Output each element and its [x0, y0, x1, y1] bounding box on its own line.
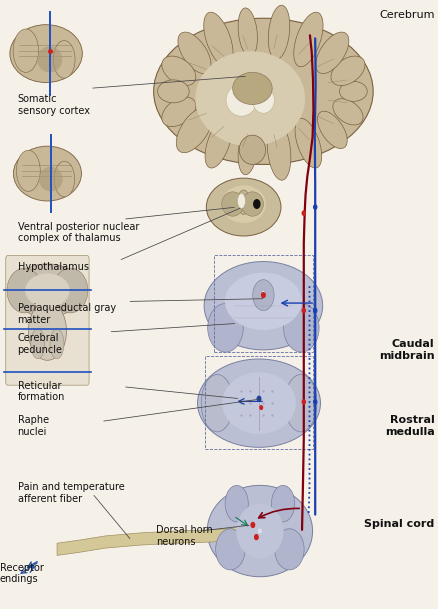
Text: Periaqueductal gray
matter: Periaqueductal gray matter	[18, 303, 116, 325]
Ellipse shape	[13, 146, 81, 201]
Ellipse shape	[222, 372, 295, 434]
Ellipse shape	[7, 268, 42, 313]
Ellipse shape	[39, 167, 63, 191]
Ellipse shape	[239, 135, 265, 164]
Ellipse shape	[157, 80, 189, 103]
Bar	[213, 255, 312, 351]
Ellipse shape	[301, 309, 305, 313]
Text: Spinal cord: Spinal cord	[364, 519, 434, 529]
Ellipse shape	[259, 406, 262, 409]
Ellipse shape	[241, 192, 263, 216]
Ellipse shape	[237, 126, 257, 175]
Ellipse shape	[261, 293, 265, 298]
Ellipse shape	[224, 273, 301, 330]
Ellipse shape	[205, 119, 231, 168]
Ellipse shape	[16, 150, 40, 191]
Ellipse shape	[313, 400, 316, 404]
Ellipse shape	[25, 273, 70, 308]
Ellipse shape	[301, 400, 305, 404]
Ellipse shape	[274, 529, 304, 570]
Ellipse shape	[315, 32, 348, 74]
Ellipse shape	[294, 119, 321, 168]
Ellipse shape	[201, 375, 233, 432]
Ellipse shape	[221, 192, 243, 216]
Ellipse shape	[12, 264, 82, 317]
Ellipse shape	[293, 12, 322, 67]
Ellipse shape	[176, 107, 212, 153]
FancyBboxPatch shape	[6, 256, 89, 385]
Text: Hypothalamus: Hypothalamus	[18, 262, 88, 272]
Ellipse shape	[301, 211, 305, 216]
Ellipse shape	[284, 375, 316, 432]
Ellipse shape	[153, 18, 372, 164]
Ellipse shape	[254, 535, 258, 540]
Ellipse shape	[54, 161, 74, 197]
Text: Raphe
nuclei: Raphe nuclei	[18, 415, 49, 437]
Text: Pain and temperature
afferent fiber: Pain and temperature afferent fiber	[18, 482, 124, 504]
Ellipse shape	[225, 485, 248, 522]
Ellipse shape	[207, 485, 312, 577]
Ellipse shape	[313, 205, 316, 209]
Text: Dorsal horn
neurons: Dorsal horn neurons	[155, 525, 212, 546]
Ellipse shape	[313, 309, 316, 313]
Ellipse shape	[332, 99, 362, 125]
Ellipse shape	[177, 32, 211, 74]
Ellipse shape	[203, 12, 233, 67]
Ellipse shape	[221, 185, 265, 223]
Text: Somatic
sensory cortex: Somatic sensory cortex	[18, 94, 89, 116]
Ellipse shape	[236, 504, 283, 558]
Ellipse shape	[206, 178, 280, 236]
Ellipse shape	[195, 51, 304, 146]
Ellipse shape	[53, 268, 88, 313]
Ellipse shape	[53, 41, 75, 78]
Ellipse shape	[197, 359, 320, 447]
Ellipse shape	[267, 121, 290, 180]
Ellipse shape	[31, 329, 45, 359]
Ellipse shape	[253, 200, 259, 208]
Ellipse shape	[50, 329, 64, 359]
Text: Reticular
formation: Reticular formation	[18, 381, 65, 402]
Text: Caudal
midbrain: Caudal midbrain	[378, 339, 434, 361]
Ellipse shape	[237, 8, 257, 57]
Ellipse shape	[271, 485, 294, 522]
Ellipse shape	[215, 529, 244, 570]
Polygon shape	[57, 527, 240, 555]
Text: Cerebral
peduncle: Cerebral peduncle	[18, 333, 63, 354]
Ellipse shape	[252, 87, 274, 113]
Ellipse shape	[204, 262, 322, 350]
Ellipse shape	[232, 72, 272, 105]
Ellipse shape	[252, 280, 273, 311]
Text: Receptor
endings: Receptor endings	[0, 563, 44, 584]
Text: Ventral posterior nuclear
complex of thalamus: Ventral posterior nuclear complex of tha…	[18, 222, 138, 243]
Ellipse shape	[317, 111, 346, 149]
Ellipse shape	[258, 529, 261, 533]
Ellipse shape	[268, 5, 289, 60]
Ellipse shape	[283, 303, 318, 352]
Ellipse shape	[162, 97, 195, 127]
Ellipse shape	[261, 290, 265, 295]
Ellipse shape	[207, 303, 243, 352]
Ellipse shape	[37, 46, 62, 72]
Text: Rostral
medulla: Rostral medulla	[384, 415, 434, 437]
Ellipse shape	[257, 396, 260, 401]
Ellipse shape	[28, 301, 67, 361]
Ellipse shape	[251, 523, 254, 527]
Ellipse shape	[330, 56, 364, 86]
Ellipse shape	[13, 29, 39, 72]
Ellipse shape	[237, 194, 245, 208]
Ellipse shape	[226, 84, 256, 116]
Ellipse shape	[237, 190, 249, 214]
Ellipse shape	[10, 24, 82, 83]
Text: Cerebrum: Cerebrum	[378, 10, 434, 20]
Ellipse shape	[162, 56, 195, 86]
Ellipse shape	[339, 82, 366, 101]
Bar	[205, 356, 312, 449]
